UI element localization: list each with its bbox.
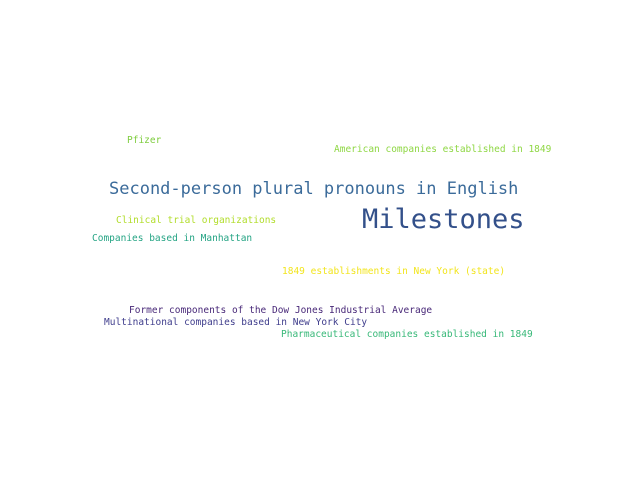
word-milestones: Milestones: [362, 204, 525, 235]
word-american-companies-1849: American companies established in 1849: [334, 144, 552, 155]
word-companies-based-in-manhattan: Companies based in Manhattan: [92, 233, 253, 244]
word-second-person-plural-pronouns: Second-person plural pronouns in English: [109, 179, 519, 199]
word-clinical-trial-organizations: Clinical trial organizations: [116, 215, 277, 226]
word-multinational-companies-nyc: Multinational companies based in New Yor…: [104, 317, 368, 328]
word-former-dow-jones-components: Former components of the Dow Jones Indus…: [129, 305, 433, 316]
word-1849-establishments-ny: 1849 establishments in New York (state): [282, 266, 506, 277]
word-pharmaceutical-companies-1849: Pharmaceutical companies established in …: [281, 329, 533, 340]
word-pfizer: Pfizer: [127, 135, 162, 146]
